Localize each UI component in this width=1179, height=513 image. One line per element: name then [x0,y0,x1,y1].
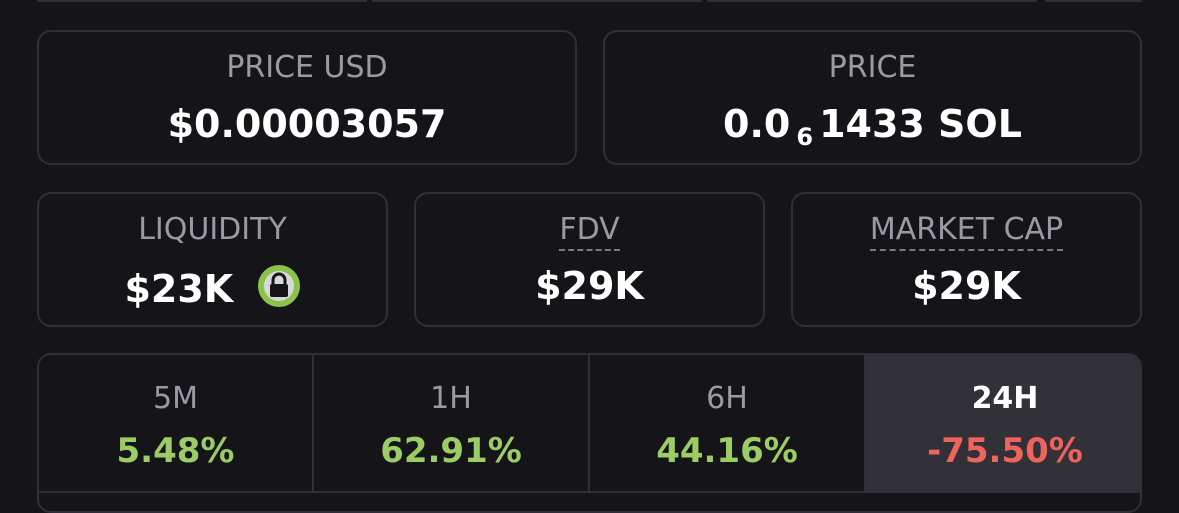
zero-count: 6 [796,123,814,151]
value-rest: 1433 SOL [819,102,1022,146]
tab-label: 1H [430,381,472,416]
label: MARKET CAP [793,212,1140,251]
label: LIQUIDITY [138,212,287,247]
label-text[interactable]: MARKET CAP [869,212,1064,251]
page: PRICE USD $0.00003057 PRICE 0.0 6 1433 SOL… [37,0,1142,513]
value: $0.00003057 [167,102,447,146]
label: PRICE USD [226,50,388,85]
label: PRICE [828,50,917,85]
tab[interactable]: 6H 44.16% [590,355,866,491]
liquidity-card: LIQUIDITY $23K [37,192,388,327]
tab-value: 5.48% [116,431,235,471]
tab[interactable]: 1H 62.91% [314,355,590,491]
value: $23K [39,264,386,311]
tab[interactable]: 5M 5.48% [39,355,314,491]
tab-value: 44.16% [656,431,798,471]
timeframe-tabs: 5M 5.48% 1H 62.91% 6H 44.16% 24H -75.50% [37,353,1142,513]
value: $29K [912,264,1021,308]
tab-label: 6H [706,381,748,416]
divider [372,0,702,2]
divider [39,491,1140,493]
divider [37,0,367,2]
divider [1045,0,1142,2]
price-usd-card: PRICE USD $0.00003057 [37,30,577,165]
tab-value: 62.91% [380,431,522,471]
tab-value: -75.50% [927,431,1083,471]
market-cap-card: MARKET CAP $29K [791,192,1142,327]
price-native-card: PRICE 0.0 6 1433 SOL [603,30,1142,165]
tab-active[interactable]: 24H -75.50% [866,355,1140,491]
lock-icon[interactable] [257,264,301,308]
value-prefix: 0.0 [723,102,791,146]
label: FDV [416,212,763,251]
tab-label: 5M [153,381,198,416]
label-text[interactable]: FDV [559,212,620,251]
value: 0.0 6 1433 SOL [605,102,1140,151]
divider [707,0,1037,2]
tab-label: 24H [971,381,1039,416]
value: $29K [535,264,644,308]
fdv-card: FDV $29K [414,192,765,327]
value-text: $23K [124,267,234,311]
